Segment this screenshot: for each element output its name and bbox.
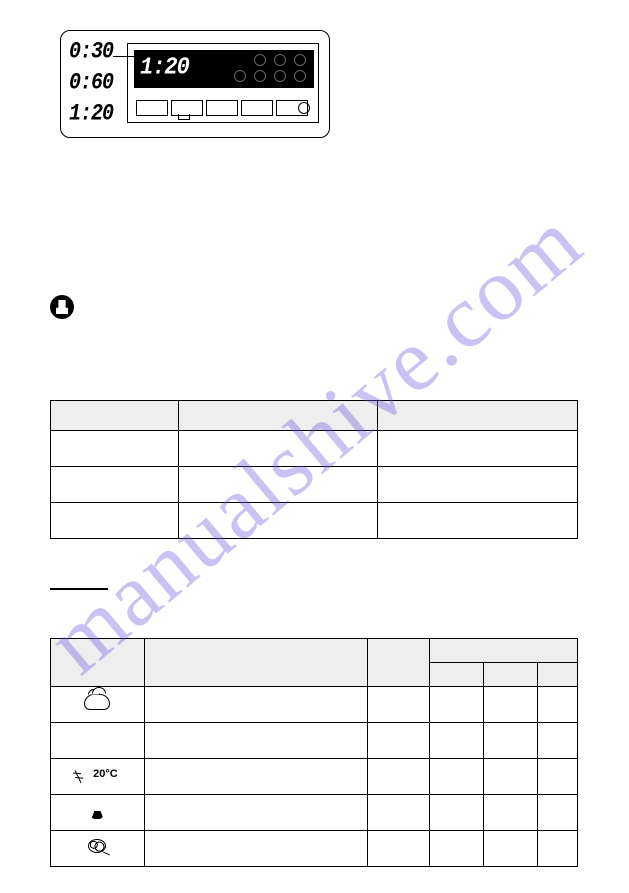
table-row — [51, 831, 578, 867]
section-underline — [50, 588, 108, 590]
upper-table — [50, 400, 578, 539]
flask-icon — [91, 801, 103, 819]
table-header — [368, 639, 430, 687]
dial-knob — [298, 102, 310, 114]
cold-wash-20c-icon: 20°C — [77, 767, 118, 781]
indicator-circle — [294, 54, 306, 66]
table-row — [51, 503, 578, 539]
indicator-circles — [234, 54, 308, 84]
table-header — [178, 401, 378, 431]
table-header — [51, 401, 179, 431]
table-subheader — [430, 663, 484, 687]
panel-button — [241, 100, 273, 116]
table-row — [51, 431, 578, 467]
table-row — [51, 795, 578, 831]
indicator-circle — [254, 70, 266, 82]
lcd-display: 1:20 — [134, 50, 314, 88]
table-subheader — [538, 663, 578, 687]
time-options-list: 0:30 0:60 1:20 — [69, 37, 113, 130]
indicator-circle — [234, 70, 246, 82]
table-row: 20°C — [51, 759, 578, 795]
lower-table: 20°C — [50, 638, 578, 867]
time-option: 0:60 — [69, 68, 113, 99]
time-option: 0:30 — [69, 37, 113, 68]
wool-icon — [88, 839, 106, 853]
table-subheader — [484, 663, 538, 687]
table-row — [51, 687, 578, 723]
panel-outline: 1:20 — [127, 43, 319, 123]
table-row — [51, 467, 578, 503]
stop-hand-icon — [50, 295, 74, 319]
hand-glyph — [56, 300, 68, 314]
table-header — [378, 401, 578, 431]
panel-button — [206, 100, 238, 116]
table-header — [144, 639, 368, 687]
indicator-circle — [294, 70, 306, 82]
panel-button — [136, 100, 168, 116]
table-header — [51, 639, 145, 687]
indicator-circle — [254, 54, 266, 66]
panel-button-row — [136, 100, 308, 116]
temp-label: 20°C — [93, 768, 118, 780]
feather-icon — [75, 765, 94, 784]
indicator-circle — [274, 70, 286, 82]
time-option: 1:20 — [69, 99, 113, 130]
cotton-icon — [84, 694, 110, 710]
table-row — [51, 723, 578, 759]
lcd-time-value: 1:20 — [140, 54, 189, 82]
panel-button — [171, 100, 203, 116]
indicator-circle — [274, 54, 286, 66]
table-header — [430, 639, 578, 663]
control-panel-diagram: 0:30 0:60 1:20 1:20 — [60, 30, 330, 138]
